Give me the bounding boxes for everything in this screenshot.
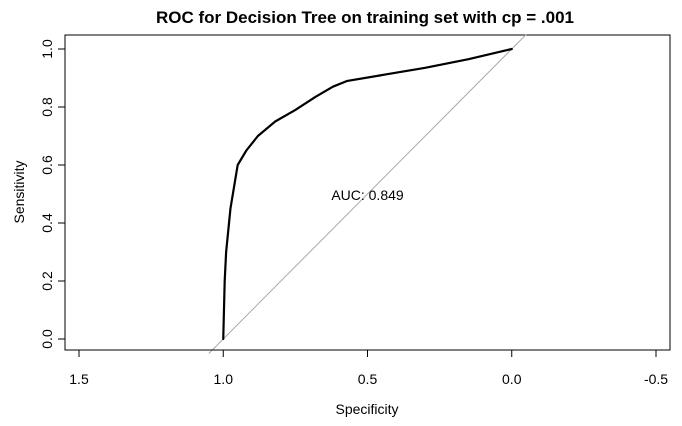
x-tick-label: -0.5 xyxy=(644,371,668,387)
x-tick-label: 1.0 xyxy=(214,371,234,387)
y-tick-label: 0.8 xyxy=(39,97,55,117)
reference-diagonal-line xyxy=(208,34,527,354)
y-tick-label: 0.4 xyxy=(39,213,55,233)
y-tick-label: 0.2 xyxy=(39,271,55,291)
chart-title: ROC for Decision Tree on training set wi… xyxy=(156,8,574,27)
x-axis-title: Specificity xyxy=(335,401,398,417)
y-tick-label: 1.0 xyxy=(39,39,55,59)
y-axis-title: Sensitivity xyxy=(11,160,27,223)
x-tick-label: 0.5 xyxy=(358,371,378,387)
y-tick-label: 0.0 xyxy=(39,329,55,349)
auc-annotation: AUC: 0.849 xyxy=(331,187,404,203)
x-tick-label: 0.0 xyxy=(502,371,522,387)
x-tick-label: 1.5 xyxy=(69,371,89,387)
roc-curve-line xyxy=(222,47,513,341)
plot-area: 1.5 1.0 0.5 0.0 -0.5 0.0 0.2 0.4 0.6 0.8 1.0 AUC: 0… xyxy=(39,34,668,387)
y-tick-label: 0.6 xyxy=(39,155,55,175)
